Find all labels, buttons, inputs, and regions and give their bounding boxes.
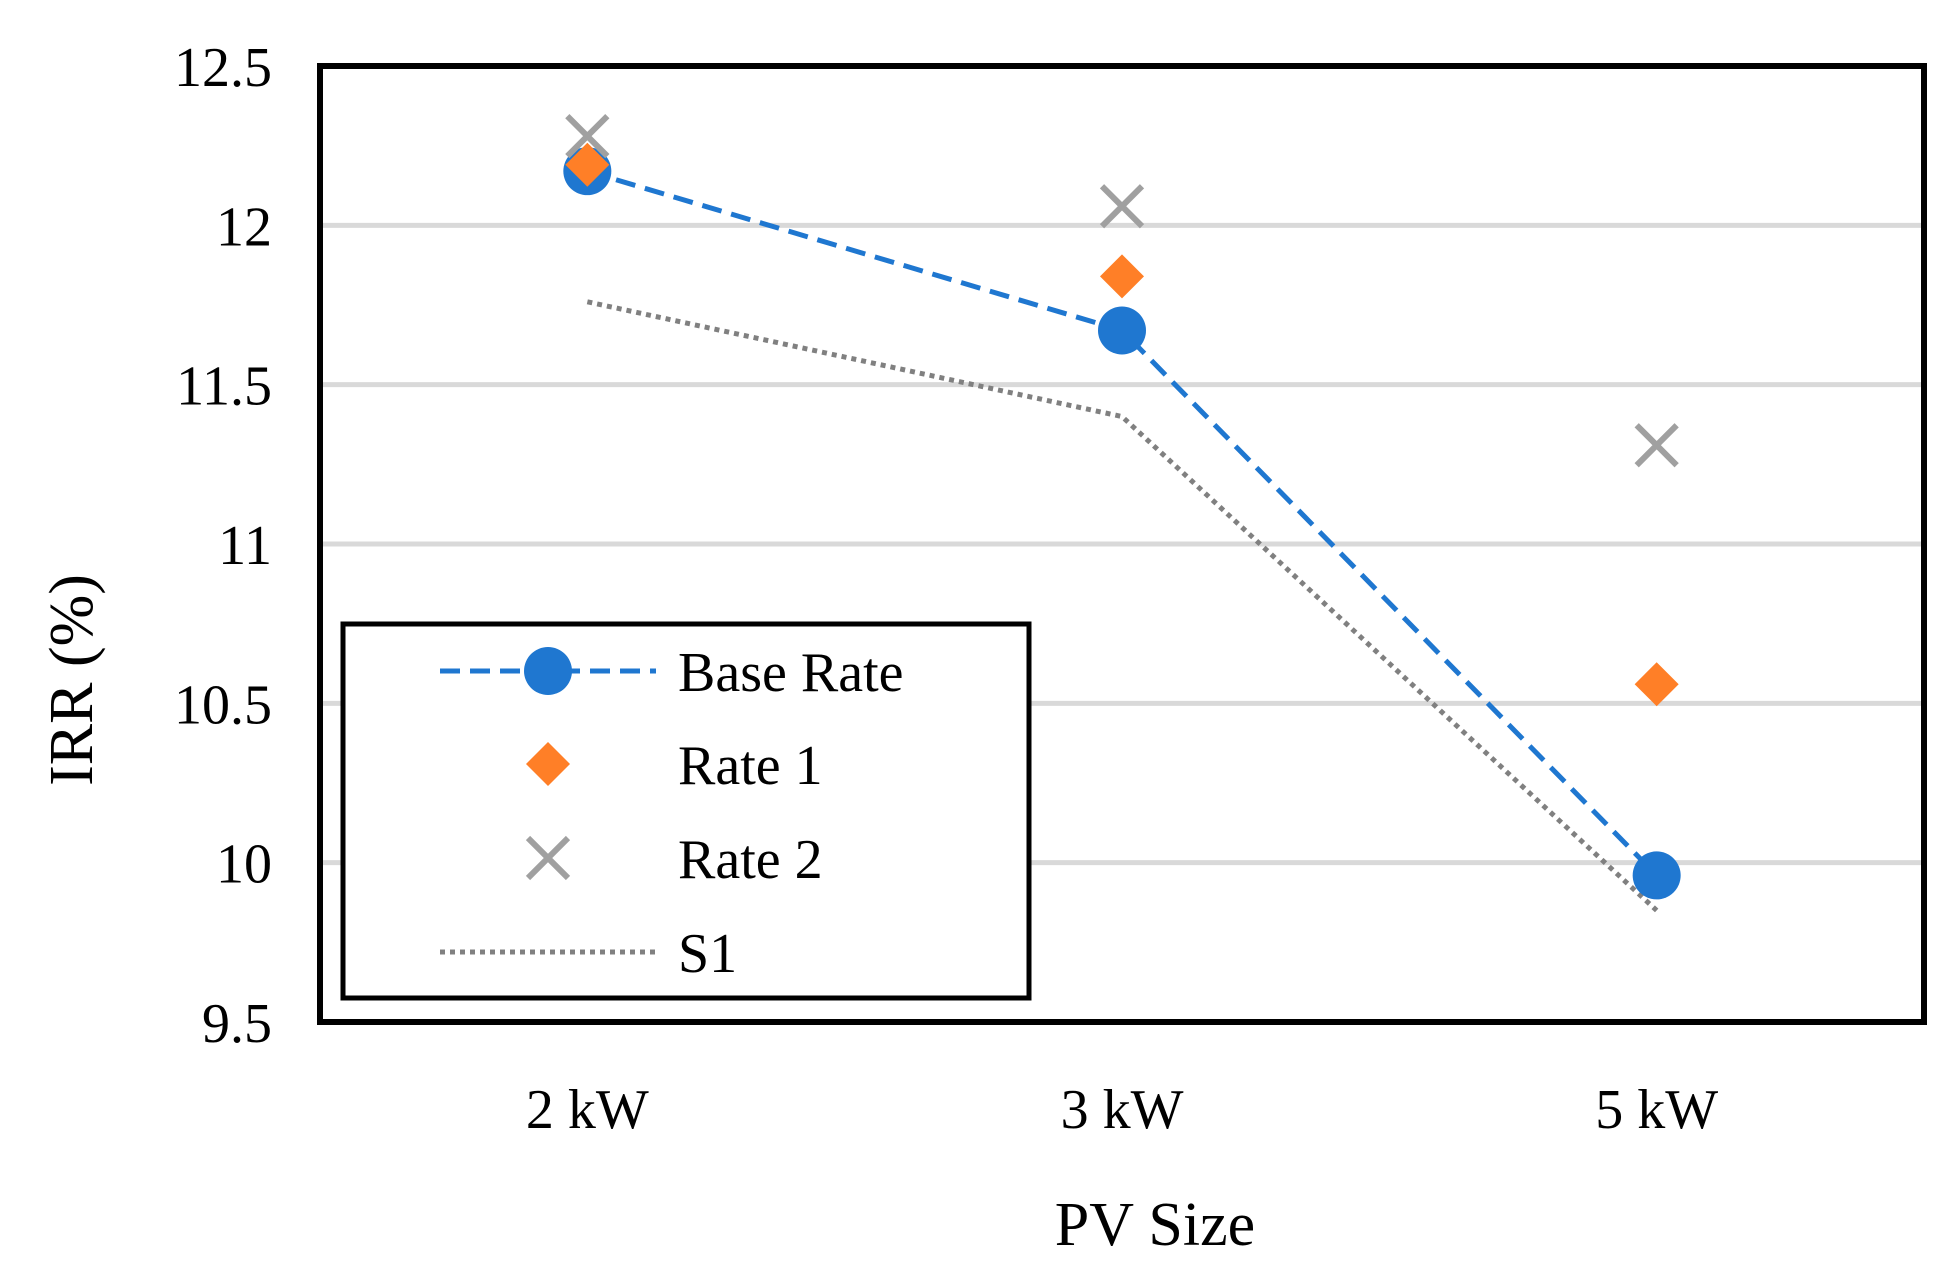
plot-frame	[317, 63, 1927, 1025]
legend-label-rate-2: Rate 2	[678, 829, 823, 891]
legend-marker-rate-2	[525, 835, 571, 881]
data-point-rate-1	[565, 142, 610, 187]
legend-box	[340, 621, 1032, 1001]
x-tick-label: 3 kW	[1061, 1079, 1184, 1141]
y-axis-ticks: 9.5 10 10.5 11 11.5 12 12.5	[174, 37, 272, 1055]
data-point-rate-1	[1634, 662, 1679, 707]
legend-marker-base-rate	[524, 647, 572, 695]
y-tick-label: 12.5	[174, 37, 272, 99]
data-point-rate-2	[1099, 184, 1145, 229]
legend-label-s1: S1	[678, 923, 737, 985]
legend-marker-rate-1	[526, 742, 570, 786]
legend-label-base-rate: Base Rate	[678, 642, 903, 704]
y-axis-label: IRR (%)	[38, 574, 106, 786]
data-point-base-rate	[1632, 851, 1681, 900]
data-point-rate-2	[1634, 423, 1679, 468]
series-rate-1	[565, 142, 1679, 707]
x-axis-label: PV Size	[1055, 1191, 1255, 1259]
series-s1	[586, 299, 1659, 913]
data-point-rate-2	[565, 113, 610, 159]
series-base-rate	[563, 147, 1681, 900]
series-rate-2	[565, 113, 1679, 468]
x-axis-ticks: 2 kW 3 kW 5 kW	[526, 1079, 1718, 1141]
data-point-base-rate	[1098, 306, 1146, 355]
data-point-rate-1	[1100, 254, 1144, 299]
y-tick-label: 11.5	[176, 356, 272, 418]
x-tick-label: 2 kW	[526, 1079, 649, 1141]
legend-label-rate-1: Rate 1	[678, 735, 823, 797]
x-tick-label: 5 kW	[1595, 1079, 1718, 1141]
y-tick-label: 9.5	[202, 993, 272, 1055]
y-tick-label: 10.5	[174, 674, 272, 736]
legend: Base Rate Rate 1 Rate 2 S1	[340, 621, 1032, 1001]
y-tick-label: 10	[216, 834, 272, 896]
series	[563, 113, 1681, 913]
y-tick-label: 11	[218, 515, 272, 577]
y-tick-label: 12	[216, 196, 272, 258]
series-line-s1	[586, 299, 1659, 913]
